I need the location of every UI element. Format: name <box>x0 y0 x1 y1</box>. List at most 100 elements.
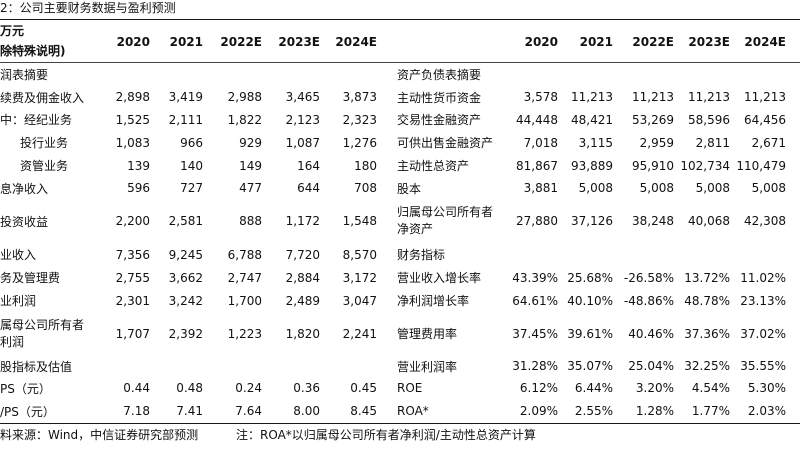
table-cell: 139 <box>127 158 150 173</box>
table-cell: 1,276 <box>342 135 377 150</box>
table-cell: 477 <box>239 181 262 195</box>
table-cell: 1.28% <box>635 404 674 418</box>
table-cell: 25.04% <box>628 359 674 373</box>
table-cell: 3,172 <box>342 270 377 285</box>
table-cell: 0.24 <box>235 381 262 395</box>
table-cell: 102,734 <box>680 158 730 173</box>
table-cell: 3,047 <box>342 293 377 308</box>
table-cell: 3,881 <box>523 181 558 195</box>
table-cell: 5.30% <box>747 381 786 395</box>
table-cell: 110,479 <box>736 158 786 173</box>
table-cell: 23.13% <box>740 293 786 308</box>
row-label: 资管业务 <box>20 159 69 173</box>
year-header: 2020 <box>524 35 558 49</box>
table-cell: 0.45 <box>350 381 377 395</box>
table-cell: 0.44 <box>123 381 150 395</box>
table-cell: 2,489 <box>285 293 320 308</box>
table-cell: 11,213 <box>688 90 730 104</box>
table-cell: 7.64 <box>235 404 262 418</box>
table-cell: 3.20% <box>635 381 674 395</box>
row-label-line: 利润 <box>0 334 25 349</box>
row-label: 净利润增长率 <box>397 294 470 308</box>
table-cell: 40,068 <box>688 214 730 228</box>
table-cell: 58,596 <box>688 112 730 127</box>
table-cell: 727 <box>180 181 203 195</box>
table-cell: 11,213 <box>744 90 786 104</box>
table-cell: 0.36 <box>293 381 320 395</box>
table-cell: 2.03% <box>747 404 786 418</box>
table-cell: 2.55% <box>574 404 613 418</box>
row-label: 息净收入 <box>0 181 49 196</box>
row-label: 润表摘要 <box>0 68 49 82</box>
row-label: 主动性总资产 <box>397 159 470 173</box>
table-cell: 2,988 <box>227 90 262 104</box>
table-cell: 48.78% <box>684 293 730 308</box>
table-cell: 2,392 <box>168 326 203 341</box>
row-label: /PS（元） <box>0 404 55 419</box>
year-header: 2020 <box>116 35 150 49</box>
table-cell: 3,578 <box>523 90 558 104</box>
source-note: 料来源：Wind，中信证券研究部预测 <box>0 428 199 442</box>
table-cell: 7.18 <box>123 404 150 418</box>
table-cell: 1,172 <box>285 214 320 228</box>
table-cell: 7,720 <box>285 247 320 262</box>
row-label: 营业利润率 <box>397 359 458 374</box>
table-cell: 164 <box>297 158 320 173</box>
table-cell: 42,308 <box>744 214 786 228</box>
table-cell: 0.48 <box>176 381 203 395</box>
row-label: 主动性货币资金 <box>397 90 482 105</box>
table-cell: 1,525 <box>115 112 150 127</box>
year-header: 2024E <box>744 35 786 49</box>
row-label: 归属母公司所有者 净资产 <box>397 199 515 243</box>
table-cell: 8.45 <box>350 404 377 418</box>
table-cell: 7,356 <box>115 247 150 262</box>
row-label: 股本 <box>397 181 422 196</box>
unit-label-line: 万元 <box>0 24 25 38</box>
table-cell: 2,301 <box>115 293 150 308</box>
table-cell: 644 <box>297 181 320 195</box>
table-cell: 13.72% <box>684 270 730 285</box>
row-label: 属母公司所有者 利润 <box>0 312 110 355</box>
row-label: 务及管理费 <box>0 271 61 285</box>
table-cell: 11.02% <box>740 270 786 285</box>
table-cell: 596 <box>127 181 150 195</box>
table-cell: 40.46% <box>628 326 674 341</box>
table-cell: 8,570 <box>342 247 377 262</box>
table-cell: 5,008 <box>639 181 674 195</box>
row-label: 投行业务 <box>20 136 69 150</box>
table-cell: 37.36% <box>684 326 730 341</box>
table-cell: 2,241 <box>342 326 377 341</box>
table-cell: 5,008 <box>695 181 730 195</box>
row-label: 中：经纪业务 <box>0 113 73 127</box>
table-cell: 888 <box>239 214 262 228</box>
table-cell: 37,126 <box>571 214 613 228</box>
unit-label-line: 除特殊说明) <box>0 44 66 58</box>
table-cell: 2,884 <box>285 270 320 285</box>
table-cell: 1,822 <box>227 112 262 127</box>
row-label: 可供出售金融资产 <box>397 136 494 150</box>
table-cell: 2,811 <box>695 135 730 150</box>
table-cell: 43.39% <box>512 270 558 285</box>
table-cell: 3,242 <box>168 293 203 308</box>
table-cell: 7.41 <box>176 404 203 418</box>
table-cell: 44,448 <box>516 112 558 127</box>
table-cell: 4.54% <box>691 381 730 395</box>
table-cell: 7,018 <box>523 135 558 150</box>
table-cell: 3,662 <box>168 270 203 285</box>
table-cell: 2,323 <box>342 112 377 127</box>
row-label: 营业收入增长率 <box>397 271 482 285</box>
table-cell: 3,115 <box>578 135 613 150</box>
year-header: 2021 <box>169 35 203 49</box>
year-header: 2022E <box>220 35 262 49</box>
table-cell: 31.28% <box>512 359 558 373</box>
table-cell: 3,419 <box>168 90 203 104</box>
table-cell: 40.10% <box>567 293 613 308</box>
table-cell: 1,707 <box>115 326 150 341</box>
table-title: 2：公司主要财务数据与盈利预测 <box>0 1 176 15</box>
table-cell: 37.45% <box>512 326 558 341</box>
row-label: 业收入 <box>0 248 37 262</box>
table-cell: 6.12% <box>519 381 558 395</box>
roa-note: 注：ROA*以归属母公司所有者净利润/主动性总资产计算 <box>236 428 536 442</box>
table-cell: 1,700 <box>227 293 262 308</box>
row-label: 股指标及估值 <box>0 359 73 374</box>
